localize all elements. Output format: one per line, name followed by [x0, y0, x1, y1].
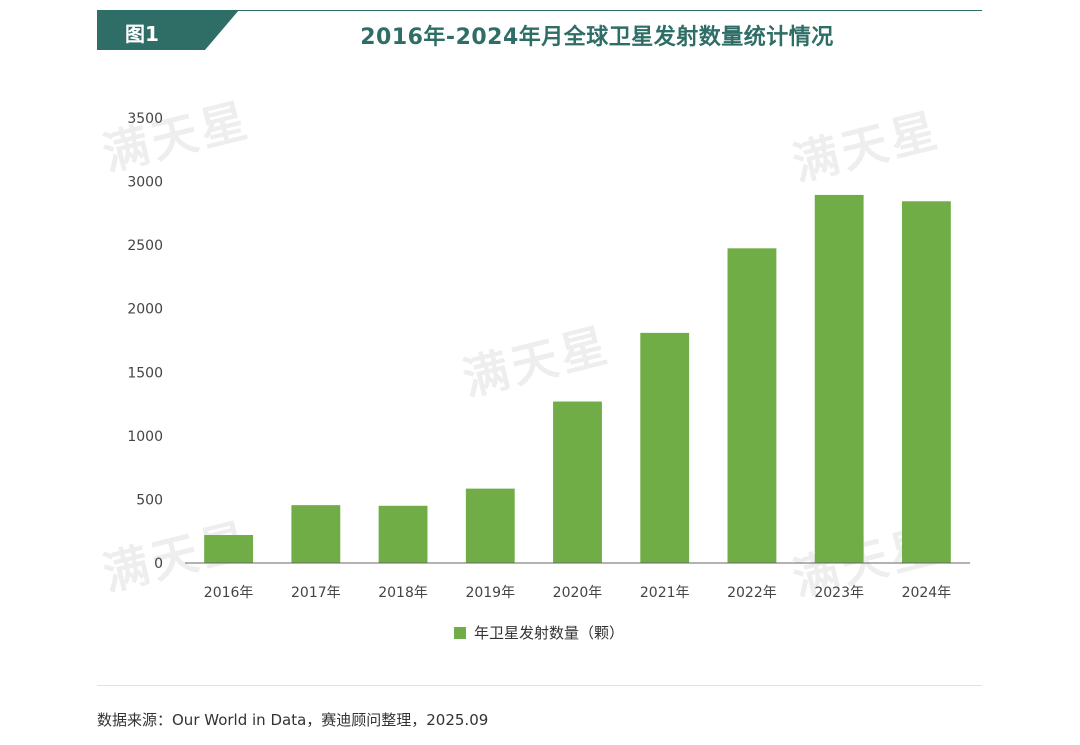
- bar: [901, 201, 951, 563]
- chart-title: 2016年-2024年月全球卫星发射数量统计情况: [360, 25, 834, 50]
- x-tick-label: 2020年: [553, 585, 603, 601]
- legend-swatch: [454, 627, 466, 639]
- y-tick-label: 2000: [127, 302, 163, 318]
- bar: [291, 505, 341, 563]
- x-tick-label: 2018年: [378, 585, 428, 601]
- bar: [378, 505, 428, 563]
- y-tick-label: 1000: [127, 429, 163, 445]
- bar: [465, 488, 515, 563]
- legend-label: 年卫星发射数量（颗）: [474, 624, 624, 642]
- figure-tag-shape: [97, 10, 239, 50]
- bar: [204, 535, 254, 563]
- y-tick-label: 2500: [127, 238, 163, 254]
- y-tick-label: 500: [136, 492, 163, 508]
- figure-tag: 图1: [97, 10, 239, 50]
- bar: [727, 248, 777, 564]
- bar: [814, 194, 864, 563]
- bar: [640, 332, 690, 563]
- y-tick-label: 0: [154, 556, 163, 572]
- x-tick-label: 2022年: [727, 585, 777, 601]
- x-tick-label: 2017年: [291, 585, 341, 601]
- data-source: 数据来源：Our World in Data，赛迪顾问整理，2025.09: [97, 711, 489, 729]
- y-tick-label: 3000: [127, 175, 163, 191]
- x-tick-label: 2023年: [814, 585, 864, 601]
- x-tick-label: 2019年: [465, 585, 515, 601]
- header-rule: [97, 10, 982, 11]
- y-tick-label: 3500: [127, 111, 163, 127]
- x-tick-label: 2021年: [640, 585, 690, 601]
- figure-label: 图1: [125, 22, 159, 46]
- bar: [553, 401, 602, 563]
- y-tick-label: 1500: [127, 365, 163, 381]
- x-tick-label: 2024年: [902, 585, 952, 601]
- x-tick-label: 2016年: [204, 585, 254, 601]
- figure-header: 图1 2016年-2024年月全球卫星发射数量统计情况: [97, 10, 982, 50]
- source-rule: [97, 685, 982, 686]
